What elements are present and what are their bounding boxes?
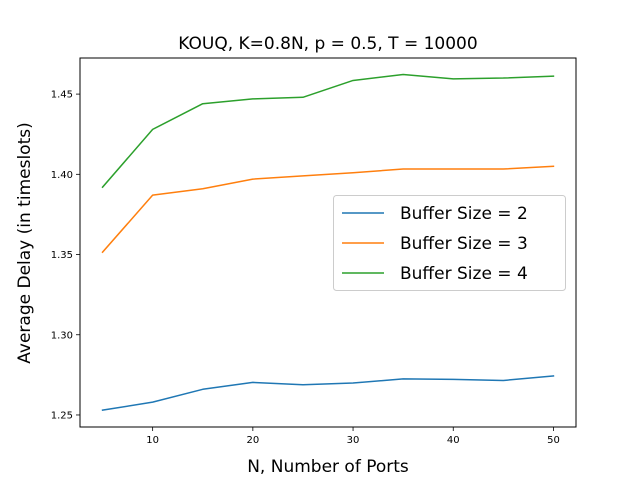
legend-label-3: Buffer Size = 4	[400, 264, 528, 284]
plot-area: 10 20 30 40 50 1.25 1.30 1.35 1.40 1.45	[51, 57, 577, 446]
y-tick-label: 1.25	[51, 410, 73, 421]
plot-frame	[79, 57, 577, 428]
x-tick-label: 30	[347, 435, 360, 446]
chart-title: KOUQ, K=0.8N, p = 0.5, T = 10000	[178, 34, 477, 54]
y-tick-label: 1.40	[51, 170, 73, 181]
x-axis-label: N, Number of Ports	[247, 457, 409, 477]
x-tick-label: 10	[146, 435, 159, 446]
series-line-2	[101, 165, 555, 254]
series-line-3	[101, 73, 555, 189]
y-tick-label: 1.45	[51, 90, 73, 101]
x-tick-label: 40	[447, 435, 460, 446]
y-tick-label: 1.35	[51, 250, 73, 261]
legend-frame	[333, 195, 566, 291]
legend: Buffer Size = 2 Buffer Size = 3 Buffer Siz…	[333, 195, 566, 291]
y-axis-label: Average Delay (in timeslots)	[15, 122, 35, 363]
legend-label-2: Buffer Size = 3	[400, 234, 528, 254]
x-tick-label: 20	[246, 435, 259, 446]
legend-label-1: Buffer Size = 2	[400, 204, 528, 224]
x-tick-label: 50	[547, 435, 560, 446]
series-line-1	[101, 375, 555, 412]
series-layer	[101, 73, 555, 412]
y-axis-ticks: 1.25 1.30 1.35 1.40 1.45	[51, 90, 80, 421]
y-tick-label: 1.30	[51, 330, 73, 341]
x-axis-ticks: 10 20 30 40 50	[146, 427, 560, 446]
